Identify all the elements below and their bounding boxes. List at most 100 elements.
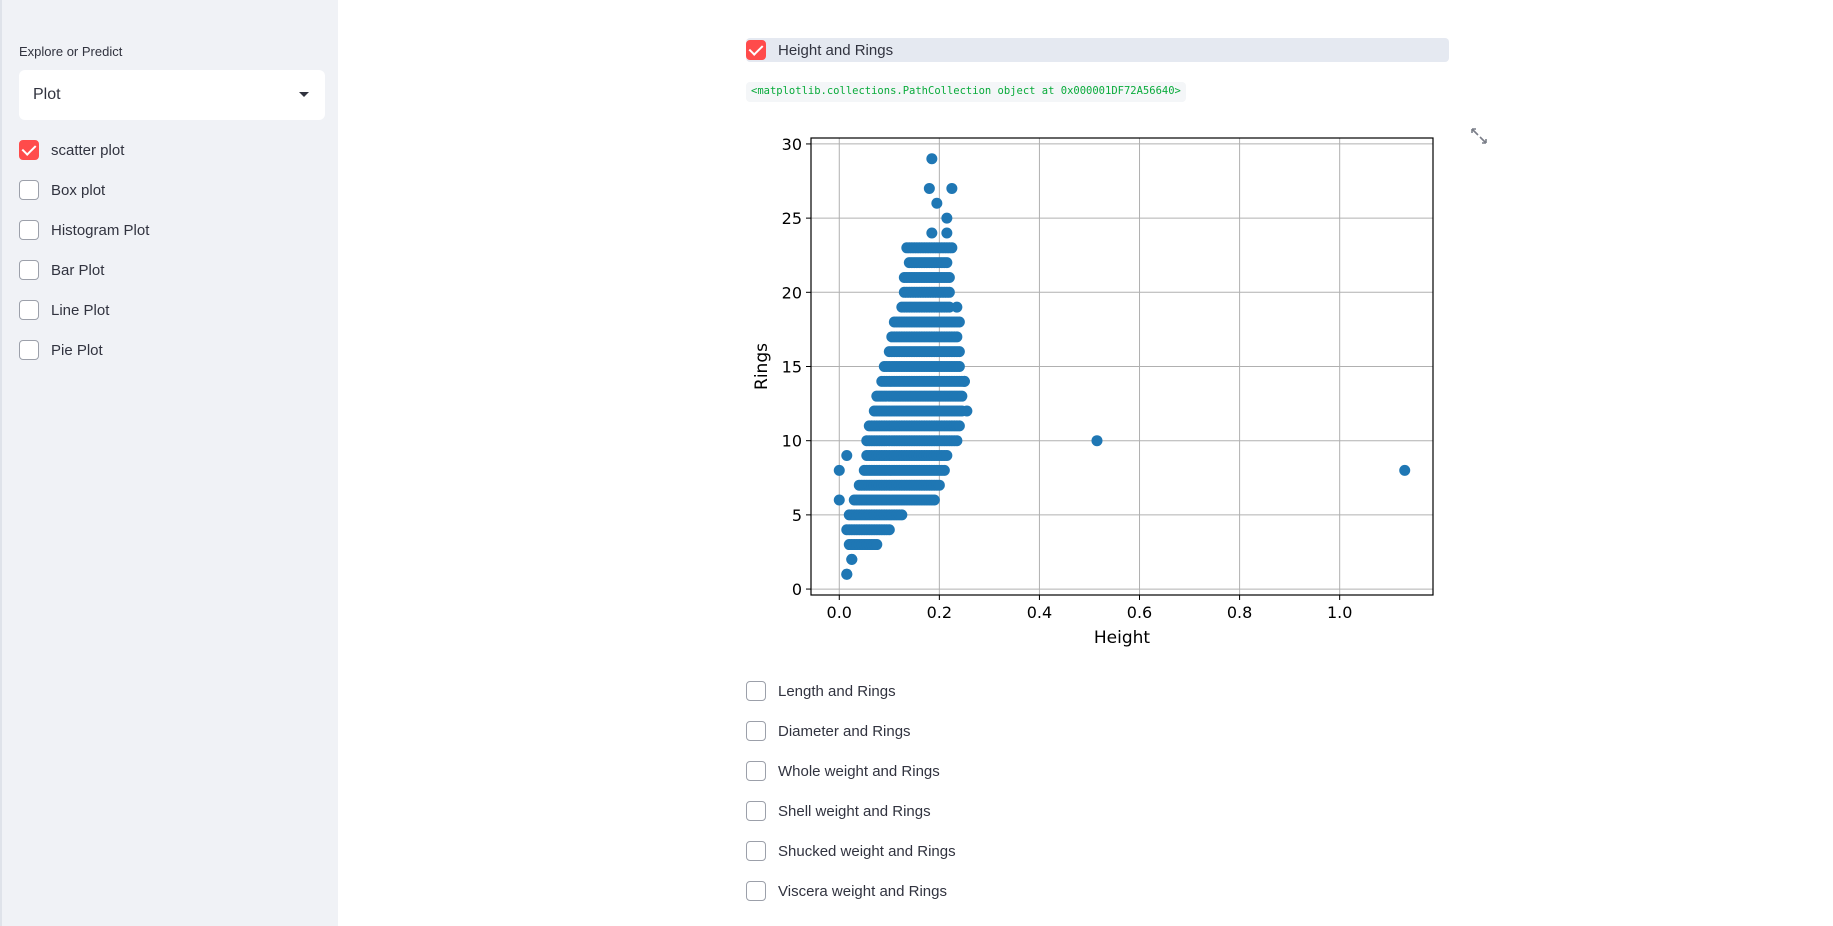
scatter-point xyxy=(841,450,853,462)
checkbox-label: Viscera weight and Rings xyxy=(778,882,947,900)
scatter-chart: 0.0 0.2 0.4 0.6 0.8 1.0 0 5 10 15 20 25 30 Height R… xyxy=(752,135,1434,648)
checkbox-bar-plot[interactable]: Bar Plot xyxy=(19,258,104,282)
checkbox-label: Bar Plot xyxy=(51,261,105,279)
scatter-point xyxy=(926,153,938,165)
scatter-point xyxy=(941,227,953,239)
scatter-point xyxy=(951,331,963,343)
scatter-point xyxy=(953,346,965,358)
x-tick-label: 0.2 xyxy=(927,603,952,622)
scatter-point xyxy=(1399,464,1411,476)
chevron-down-icon xyxy=(299,92,309,97)
x-axis-ticks: 0.0 0.2 0.4 0.6 0.8 1.0 xyxy=(827,595,1352,622)
checkbox-box[interactable] xyxy=(746,881,766,901)
y-tick-label: 15 xyxy=(782,358,802,377)
scatter-point xyxy=(951,301,963,313)
checkbox-label: Diameter and Rings xyxy=(778,722,911,740)
checkbox-box[interactable] xyxy=(746,40,766,60)
scatter-point xyxy=(883,524,895,536)
chart-points xyxy=(833,153,1411,580)
checkbox-box[interactable] xyxy=(19,180,39,200)
checkbox-label: Shell weight and Rings xyxy=(778,802,931,820)
checkbox-box[interactable] xyxy=(19,260,39,280)
checkbox-box[interactable] xyxy=(746,761,766,781)
checkbox-length-and-rings[interactable]: Length and Rings xyxy=(746,679,896,703)
checkbox-shell-weight-and-rings[interactable]: Shell weight and Rings xyxy=(746,799,931,823)
checkbox-label: Length and Rings xyxy=(778,682,896,700)
scatter-point xyxy=(846,553,858,565)
checkbox-label: Pie Plot xyxy=(51,341,103,359)
sidebar: Explore or Predict Plot scatter plot Box… xyxy=(0,0,338,926)
scatter-point xyxy=(928,494,940,506)
checkbox-box[interactable] xyxy=(746,681,766,701)
checkbox-viscera-weight-and-rings[interactable]: Viscera weight and Rings xyxy=(746,879,947,903)
y-tick-label: 25 xyxy=(782,209,802,228)
scatter-point xyxy=(938,464,950,476)
code-output: <matplotlib.collections.PathCollection o… xyxy=(746,82,1186,102)
scatter-point xyxy=(933,479,945,491)
scatter-point xyxy=(956,390,968,402)
scatter-point xyxy=(833,464,845,476)
scatter-point xyxy=(941,450,953,462)
checkbox-box[interactable] xyxy=(19,220,39,240)
x-tick-label: 0.6 xyxy=(1127,603,1152,622)
checkbox-histogram-plot[interactable]: Histogram Plot xyxy=(19,218,149,242)
checkbox-height-and-rings[interactable]: Height and Rings xyxy=(746,38,893,62)
scatter-point xyxy=(841,568,853,580)
checkbox-pie-plot[interactable]: Pie Plot xyxy=(19,338,103,362)
checkbox-box[interactable] xyxy=(19,140,39,160)
checkbox-box[interactable] xyxy=(746,721,766,741)
scatter-point xyxy=(946,182,958,194)
fullscreen-icon[interactable] xyxy=(1470,127,1488,145)
scatter-point xyxy=(1091,435,1103,447)
checkbox-box[interactable] xyxy=(19,340,39,360)
top-checkbox-bar xyxy=(746,38,1449,62)
scatter-point xyxy=(943,286,955,298)
checkbox-whole-weight-and-rings[interactable]: Whole weight and Rings xyxy=(746,759,940,783)
scatter-point xyxy=(833,494,845,506)
scatter-point xyxy=(953,420,965,432)
mode-select-label: Explore or Predict xyxy=(19,44,123,59)
checkbox-label: scatter plot xyxy=(51,141,125,159)
y-axis-label: Rings xyxy=(752,343,772,390)
scatter-point xyxy=(953,361,965,372)
checkbox-box[interactable] xyxy=(19,300,39,320)
y-tick-label: 0 xyxy=(792,580,802,599)
x-tick-label: 1.0 xyxy=(1327,603,1352,622)
scatter-point xyxy=(941,212,953,224)
scatter-point xyxy=(943,271,955,283)
checkbox-label: Histogram Plot xyxy=(51,221,150,239)
checkbox-box-plot[interactable]: Box plot xyxy=(19,178,105,202)
y-tick-label: 20 xyxy=(782,283,802,302)
checkbox-label: Line Plot xyxy=(51,301,110,319)
checkbox-label: Box plot xyxy=(51,181,106,199)
scatter-point xyxy=(953,316,965,328)
scatter-point xyxy=(958,375,970,387)
checkbox-label: Whole weight and Rings xyxy=(778,762,940,780)
x-tick-label: 0.8 xyxy=(1227,603,1252,622)
scatter-point xyxy=(946,242,958,254)
scatter-point xyxy=(941,257,953,269)
x-axis-label: Height xyxy=(1094,628,1151,648)
checkbox-diameter-and-rings[interactable]: Diameter and Rings xyxy=(746,719,911,743)
checkbox-label: Height and Rings xyxy=(778,41,894,59)
checkbox-label: Shucked weight and Rings xyxy=(778,842,956,860)
y-tick-label: 30 xyxy=(782,135,802,154)
x-tick-label: 0.0 xyxy=(827,603,852,622)
mode-select[interactable]: Plot xyxy=(19,70,325,120)
scatter-point xyxy=(931,197,943,209)
scatter-point xyxy=(926,227,938,239)
mode-select-value: Plot xyxy=(33,86,61,103)
scatter-point xyxy=(871,539,883,551)
checkbox-scatter-plot[interactable]: scatter plot xyxy=(19,138,124,162)
checkbox-line-plot[interactable]: Line Plot xyxy=(19,298,109,322)
scatter-point xyxy=(961,405,973,417)
checkbox-box[interactable] xyxy=(746,841,766,861)
checkbox-box[interactable] xyxy=(746,801,766,821)
checkbox-shucked-weight-and-rings[interactable]: Shucked weight and Rings xyxy=(746,839,956,863)
y-tick-label: 10 xyxy=(782,432,802,451)
y-tick-label: 5 xyxy=(792,506,802,525)
scatter-point xyxy=(896,509,908,521)
y-axis-ticks: 0 5 10 15 20 25 30 xyxy=(782,135,811,599)
scatter-point xyxy=(923,182,935,194)
